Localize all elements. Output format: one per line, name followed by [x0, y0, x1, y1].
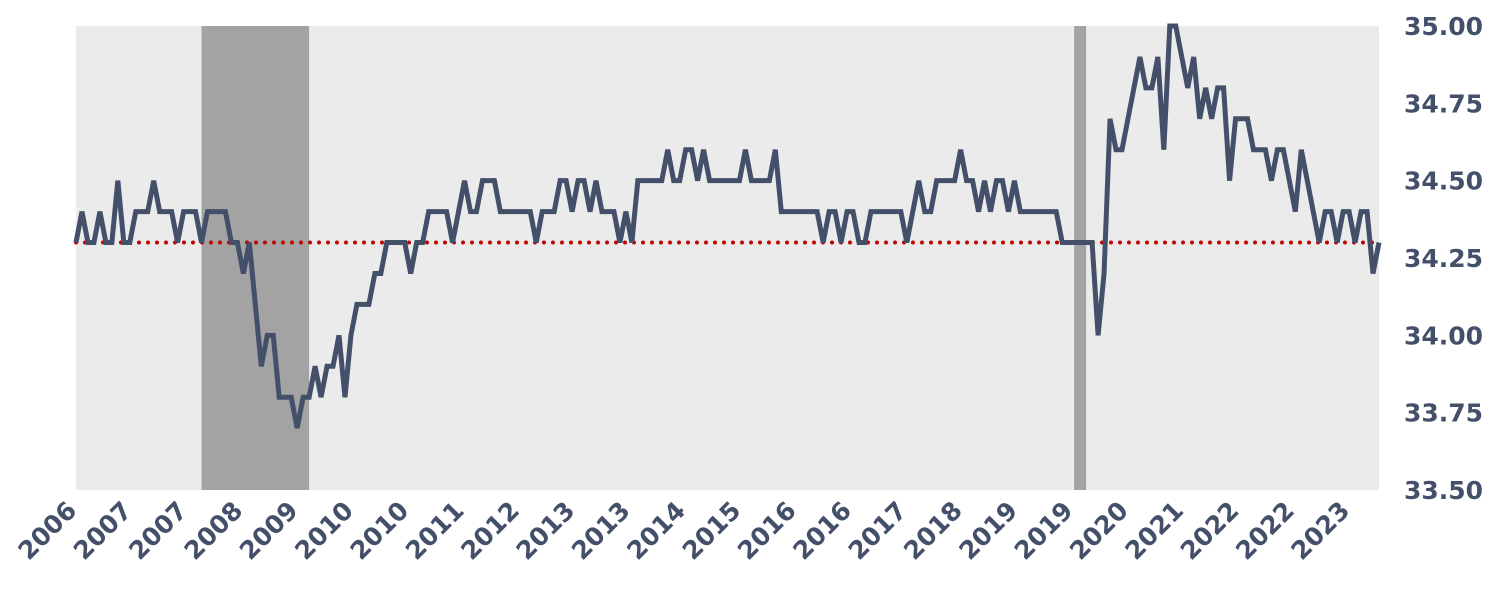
x-tick-label: 2023 [1286, 496, 1356, 566]
x-tick-label: 2010 [345, 496, 415, 566]
y-tick-label: 34.50 [1404, 167, 1483, 196]
x-tick-label: 2014 [621, 496, 691, 566]
y-tick-label: 34.75 [1404, 89, 1483, 118]
x-tick-label: 2018 [898, 496, 968, 566]
series-group [73, 23, 1382, 429]
x-tick-label: 2019 [1009, 496, 1079, 566]
x-tick-label: 2019 [953, 496, 1023, 566]
y-tick-label: 33.75 [1404, 399, 1483, 428]
x-tick-label: 2010 [289, 496, 359, 566]
y-tick-label: 33.50 [1404, 476, 1483, 505]
x-tick-label: 2022 [1230, 496, 1300, 566]
recession-bands [201, 26, 1087, 490]
x-tick-label: 2016 [732, 496, 802, 566]
x-tick-label: 2022 [1175, 496, 1245, 566]
y-tick-label: 34.25 [1404, 244, 1483, 273]
y-tick-label: 35.00 [1404, 12, 1483, 41]
x-tick-label: 2008 [179, 496, 249, 566]
x-tick-label: 2021 [1119, 496, 1189, 566]
x-tick-label: 2009 [234, 496, 304, 566]
x-tick-label: 2013 [511, 496, 581, 566]
x-tick-label: 2015 [677, 496, 747, 566]
y-axis: 35.00 34.75 34.50 34.25 34.00 33.75 33.50 [1404, 12, 1483, 505]
x-tick-label: 2011 [400, 496, 470, 566]
series-line [73, 23, 1382, 429]
x-tick-label: 2007 [123, 496, 193, 566]
x-axis: 2006200720072008200920102010201120122013… [13, 496, 1356, 566]
x-tick-label: 2012 [455, 496, 525, 566]
recession-band [1074, 26, 1087, 490]
x-tick-label: 2013 [566, 496, 636, 566]
x-tick-label: 2020 [1064, 496, 1134, 566]
y-tick-label: 34.00 [1404, 321, 1483, 350]
x-tick-label: 2017 [843, 496, 913, 566]
recession-band [201, 26, 310, 490]
x-tick-label: 2016 [787, 496, 857, 566]
x-tick-label: 2006 [13, 496, 83, 566]
x-tick-label: 2007 [68, 496, 138, 566]
